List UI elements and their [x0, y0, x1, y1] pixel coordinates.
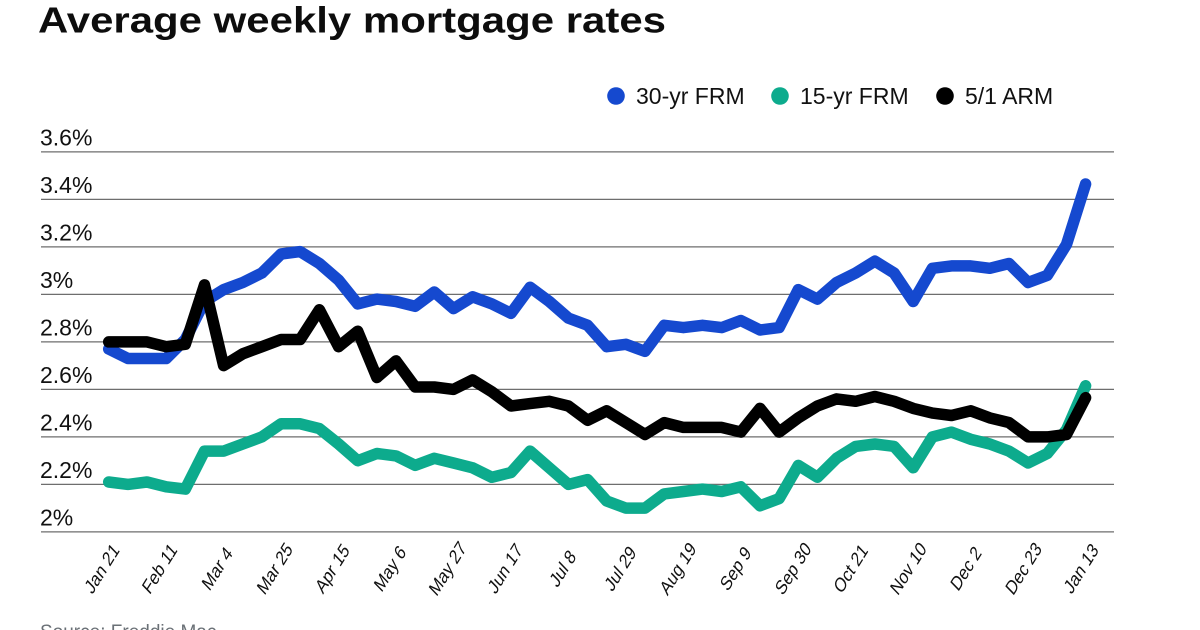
svg-text:2.2%: 2.2% [40, 457, 92, 483]
svg-text:30-yr FRM: 30-yr FRM [636, 83, 745, 109]
svg-text:3%: 3% [40, 267, 73, 293]
svg-text:2.8%: 2.8% [40, 314, 92, 340]
svg-text:Source: Freddie Mac: Source: Freddie Mac [40, 622, 216, 630]
svg-text:3.6%: 3.6% [40, 124, 92, 150]
svg-text:5/1 ARM: 5/1 ARM [965, 83, 1053, 109]
svg-text:15-yr FRM: 15-yr FRM [800, 83, 909, 109]
svg-text:2.6%: 2.6% [40, 362, 92, 388]
svg-text:3.2%: 3.2% [40, 219, 92, 245]
svg-text:3.4%: 3.4% [40, 172, 92, 198]
svg-text:2%: 2% [40, 504, 73, 530]
svg-text:2.4%: 2.4% [40, 409, 92, 435]
svg-text:Average weekly mortgage rates: Average weekly mortgage rates [38, 0, 666, 41]
